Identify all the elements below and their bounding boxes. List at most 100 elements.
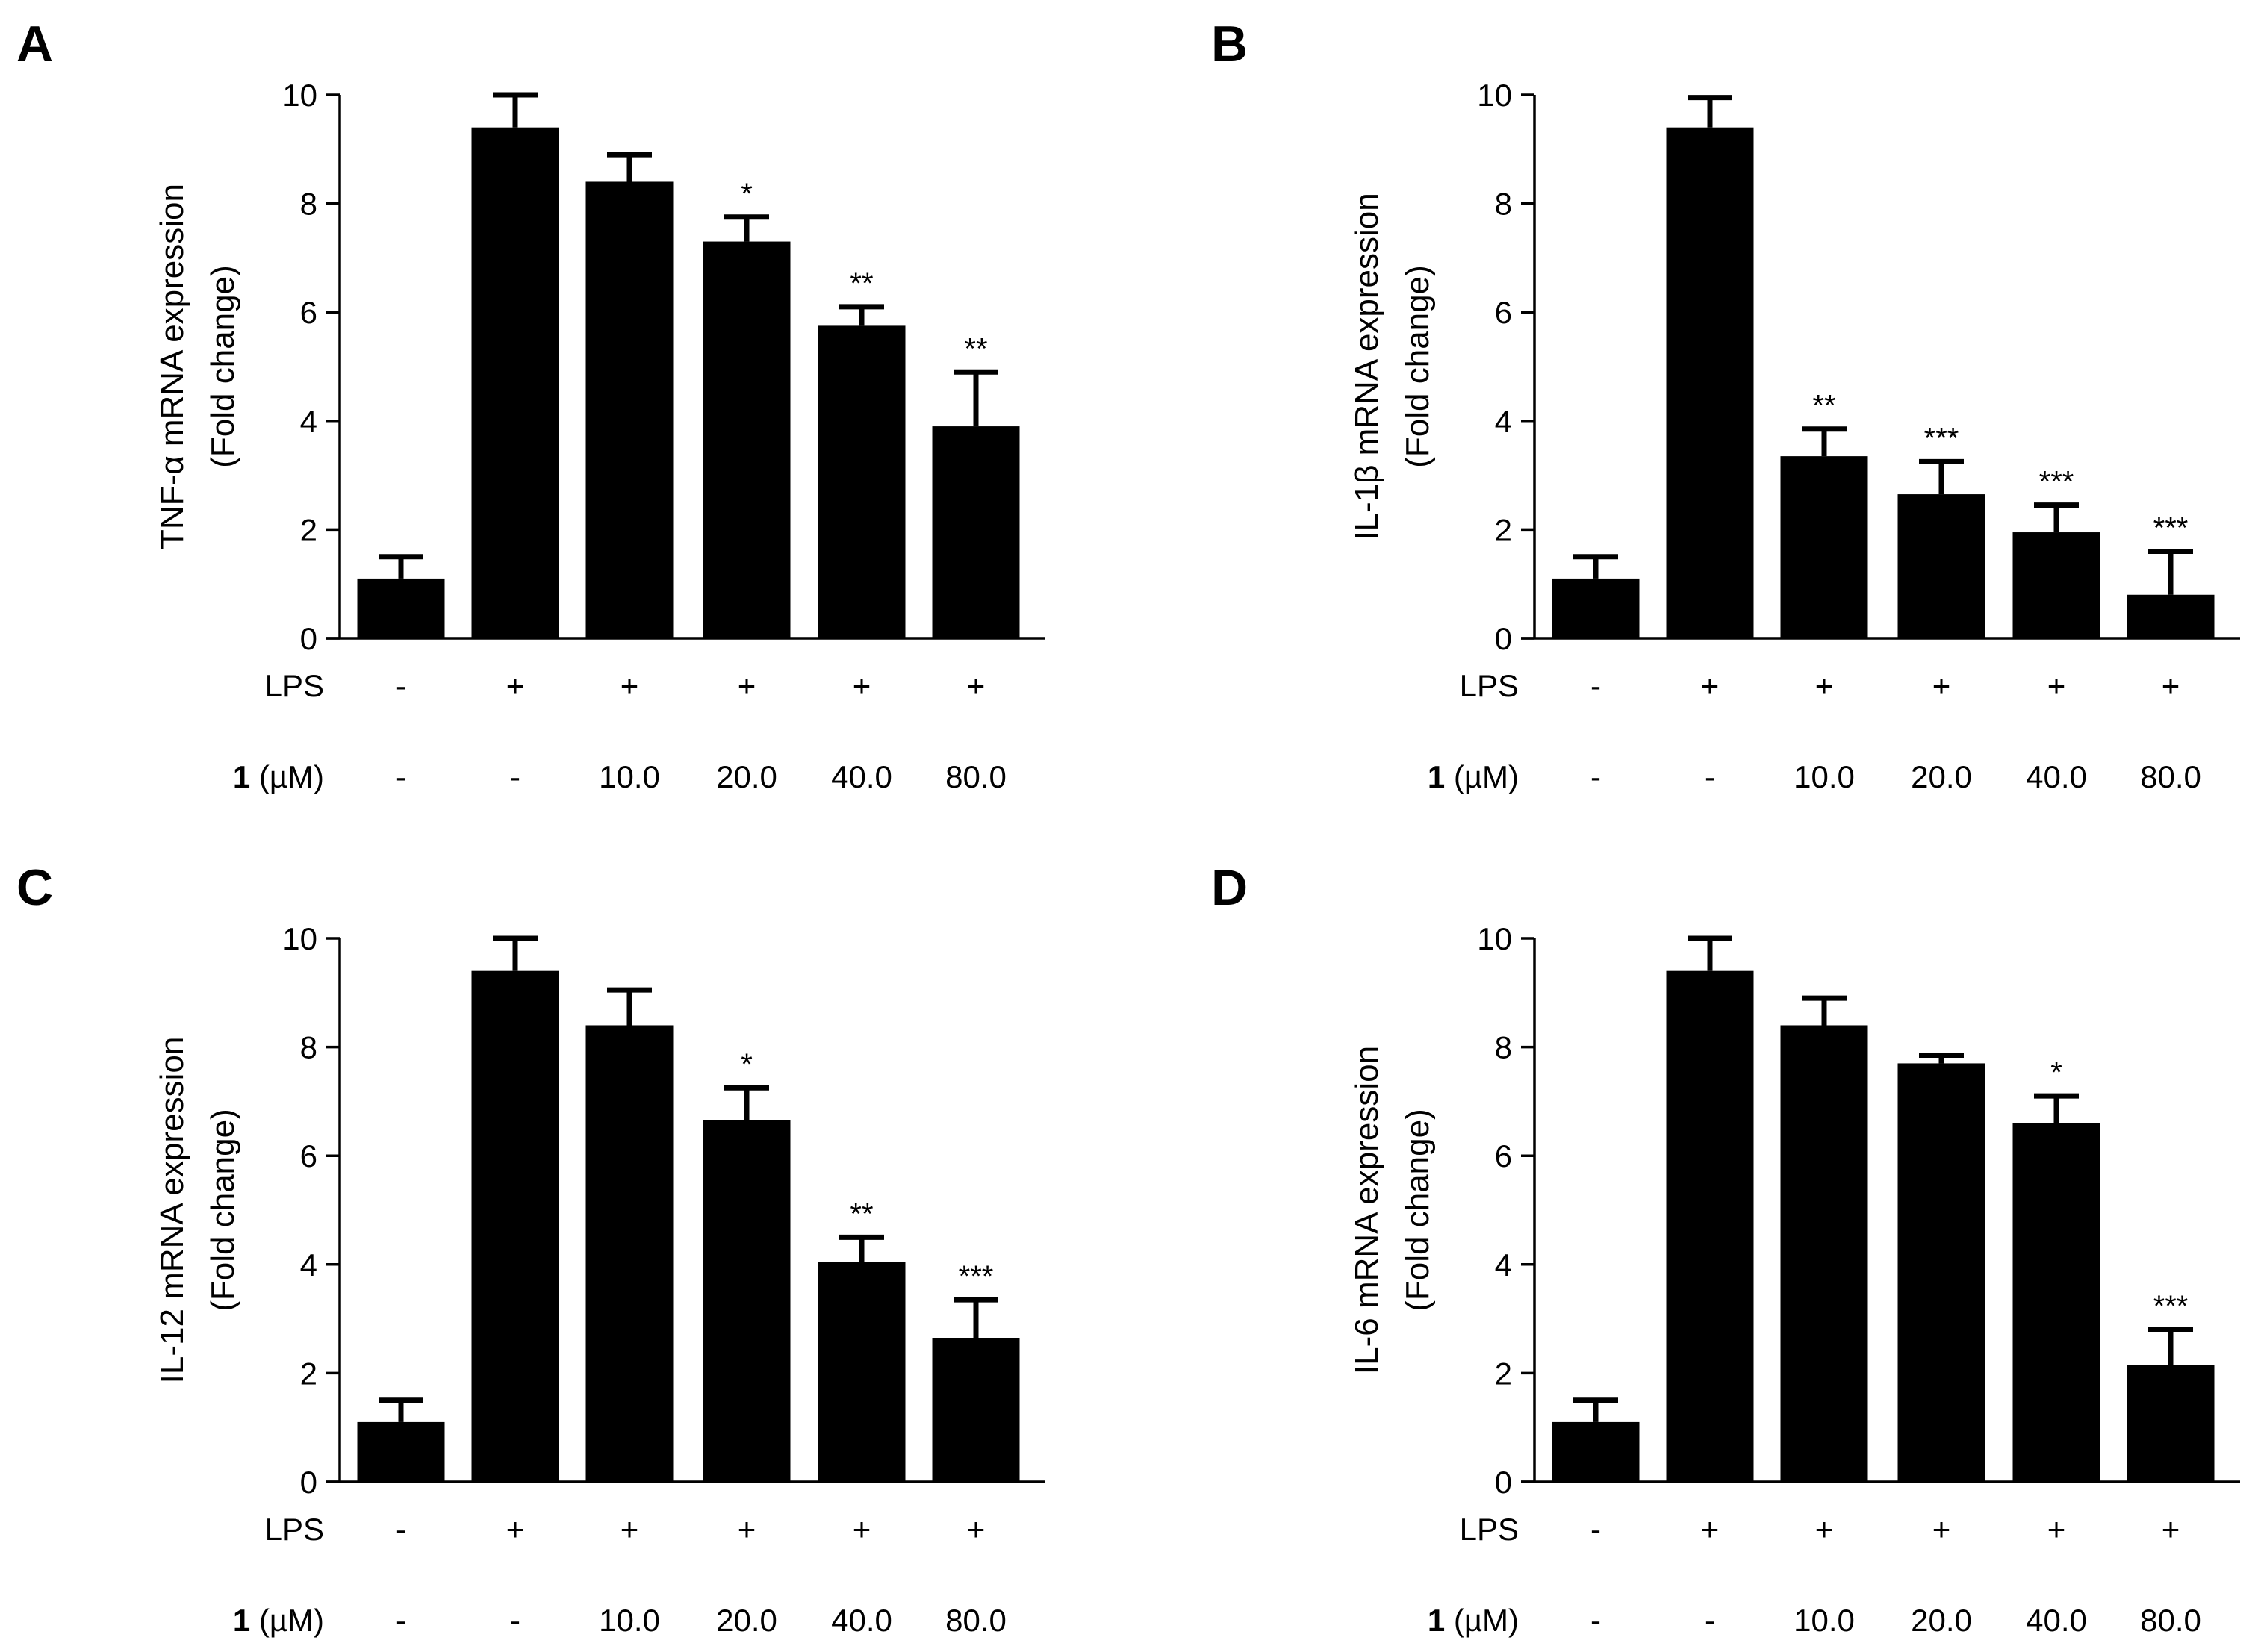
lps-value: +: [2047, 1512, 2066, 1547]
lps-value: +: [506, 1512, 525, 1547]
compound-row-label: 1 (µM): [1428, 759, 1519, 794]
compound-value: 20.0: [1911, 1603, 1972, 1638]
bar: [585, 1025, 674, 1482]
y-axis-label-line2: (Fold change): [205, 265, 241, 467]
significance-label: ***: [2039, 466, 2074, 499]
compound-value: 80.0: [945, 1603, 1007, 1638]
bar: [2012, 1123, 2100, 1482]
y-axis-label-line1: TNF-α mRNA expression: [154, 184, 190, 549]
panel-d: D 0 2 4 6 8 10 IL-6 mRNA expression (Fold change…: [1211, 859, 2240, 1638]
bar: [932, 426, 1020, 638]
bar: [1897, 494, 1985, 638]
y-tick-label: 6: [300, 1138, 317, 1173]
significance-label: ***: [1924, 422, 1959, 455]
compound-value: 40.0: [831, 759, 892, 794]
significance-label: *: [741, 1048, 753, 1081]
lps-value: +: [1932, 1512, 1951, 1547]
lps-value: +: [621, 1512, 639, 1547]
panel-letter: D: [1211, 859, 1248, 916]
y-tick-label: 0: [1495, 1465, 1512, 1500]
y-axis-label-line1: IL-1β mRNA expression: [1349, 193, 1385, 540]
y-tick-label: 10: [1477, 921, 1512, 956]
lps-value: +: [1932, 668, 1951, 703]
y-tick-label: 4: [1495, 404, 1512, 439]
bar: [2012, 532, 2100, 638]
compound-value: -: [1705, 1603, 1715, 1638]
bar: [818, 1262, 906, 1482]
bar: [585, 181, 674, 639]
y-axis-label-line2: (Fold change): [1399, 1109, 1436, 1311]
compound-value: 20.0: [716, 1603, 777, 1638]
y-tick-label: 0: [300, 1465, 317, 1500]
y-tick-label: 2: [1495, 1356, 1512, 1391]
compound-unit: (µM): [250, 1603, 324, 1638]
compound-value: 80.0: [945, 759, 1007, 794]
bar: [1552, 1421, 1640, 1482]
y-tick-label: 10: [282, 78, 317, 113]
significance-label: *: [2050, 1056, 2062, 1089]
compound-value: 20.0: [716, 759, 777, 794]
compound-value: -: [396, 1603, 406, 1638]
y-tick-label: 6: [1495, 295, 1512, 330]
lps-row-label: LPS: [1460, 668, 1519, 703]
lps-value: +: [967, 1512, 986, 1547]
compound-unit: (µM): [1445, 759, 1519, 794]
compound-value: 40.0: [2026, 1603, 2087, 1638]
bar: [357, 578, 445, 638]
bar: [2127, 594, 2215, 638]
y-tick-label: 0: [300, 621, 317, 656]
y-tick-label: 8: [300, 1030, 317, 1065]
panel-letter: C: [16, 859, 53, 916]
bar: [1666, 970, 1754, 1482]
lps-value: +: [738, 668, 756, 703]
compound-value: 10.0: [1794, 1603, 1855, 1638]
y-tick-label: 10: [1477, 78, 1512, 113]
y-tick-label: 4: [300, 1247, 317, 1282]
lps-value: +: [1701, 1512, 1720, 1547]
compound-row-label: 1 (µM): [233, 1603, 324, 1638]
lps-value: +: [1815, 668, 1834, 703]
significance-label: ***: [959, 1260, 994, 1293]
compound-number: 1: [233, 1603, 250, 1638]
significance-label: ***: [2153, 512, 2189, 545]
lps-value: +: [2162, 668, 2180, 703]
bar: [1552, 578, 1640, 638]
significance-label: ***: [2153, 1290, 2189, 1323]
lps-value: +: [1701, 668, 1720, 703]
bar: [2127, 1365, 2215, 1482]
compound-number: 1: [1428, 759, 1445, 794]
bar: [703, 1120, 791, 1482]
y-tick-label: 2: [300, 512, 317, 547]
bar: [818, 325, 906, 638]
compound-value: 80.0: [2140, 1603, 2201, 1638]
y-axis-label-line1: IL-6 mRNA expression: [1349, 1046, 1385, 1374]
lps-value: -: [396, 1512, 406, 1547]
significance-label: *: [741, 178, 753, 211]
compound-unit: (µM): [250, 759, 324, 794]
significance-label: **: [850, 267, 873, 300]
lps-row-label: LPS: [265, 1512, 324, 1547]
y-tick-label: 6: [300, 295, 317, 330]
y-tick-label: 2: [1495, 512, 1512, 547]
compound-row-label: 1 (µM): [1428, 1603, 1519, 1638]
significance-label: **: [1812, 390, 1835, 423]
y-tick-label: 4: [300, 404, 317, 439]
panel-letter: B: [1211, 16, 1248, 72]
panel-letter: A: [16, 16, 53, 72]
compound-value: 20.0: [1911, 759, 1972, 794]
bar: [471, 127, 559, 638]
compound-number: 1: [233, 759, 250, 794]
lps-value: +: [738, 1512, 756, 1547]
y-tick-label: 8: [1495, 1030, 1512, 1065]
y-tick-label: 2: [300, 1356, 317, 1391]
lps-row-label: LPS: [265, 668, 324, 703]
compound-value: -: [510, 759, 520, 794]
bar: [703, 241, 791, 638]
y-axis-label-line2: (Fold change): [205, 1109, 241, 1311]
lps-value: +: [621, 668, 639, 703]
lps-value: +: [967, 668, 986, 703]
bar: [471, 970, 559, 1482]
lps-value: +: [2047, 668, 2066, 703]
panel-b: B 0 2 4 6 8 10 IL-1β mRNA expression (Fold chang…: [1211, 16, 2240, 794]
